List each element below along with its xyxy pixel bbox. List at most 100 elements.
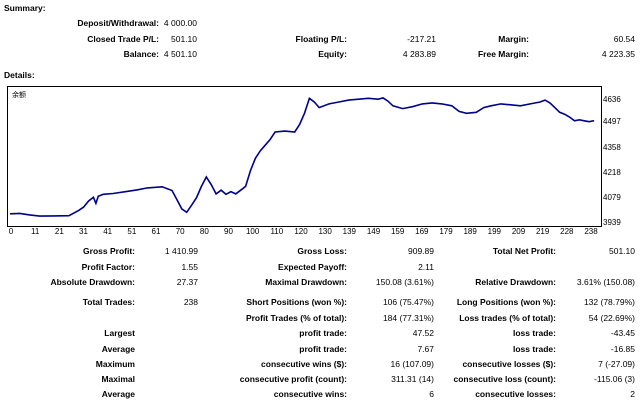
x-tick-label: 130	[318, 227, 332, 236]
gross-loss-value: 909.89	[408, 246, 434, 256]
x-tick-label: 169	[415, 227, 429, 236]
x-tick-label: 11	[31, 227, 40, 236]
y-tick-label: 3939	[603, 218, 621, 227]
closed-pl-value: 501.10	[171, 34, 197, 44]
loss-trades-value: 54 (22.69%)	[588, 313, 635, 323]
short-positions-value: 106 (75.47%)	[382, 297, 434, 307]
expected-payoff-label: Expected Payoff:	[278, 262, 347, 272]
total-trades-label: Total Trades:	[82, 297, 135, 307]
net-profit-label: Total Net Profit:	[492, 246, 556, 256]
max-consecutive-losses-value: 7 (-27.09)	[598, 359, 635, 369]
x-tick-label: 110	[270, 227, 284, 236]
avg-consecutive-wins-label: consecutive wins:	[273, 389, 347, 399]
max-consecutive-loss-label: consecutive loss (count):	[453, 374, 557, 384]
x-tick-label: 70	[175, 227, 185, 236]
avg-consecutive-losses-label: consecutive losses:	[475, 389, 556, 399]
gross-profit-value: 1 410.99	[164, 246, 198, 256]
x-tick-label: 31	[79, 227, 88, 236]
x-tick-label: 21	[54, 227, 64, 236]
x-tick-label: 228	[560, 227, 574, 236]
max-consecutive-losses-label: consecutive losses ($):	[462, 359, 556, 369]
y-tick-label: 4497	[603, 117, 621, 126]
balance-label: Balance:	[123, 49, 159, 59]
summary-title: Summary:	[4, 3, 46, 13]
max-consecutive-profit-value: 311.31 (14)	[391, 374, 434, 384]
profit-trades-label: Profit Trades (% of total):	[245, 313, 347, 323]
maximum-label: Maximum	[95, 359, 135, 369]
max-consecutive-wins-value: 16 (107.09)	[390, 359, 434, 369]
equity-value: 4 283.89	[402, 49, 436, 59]
largest-profit-value: 47.52	[412, 328, 434, 338]
free-margin-value: 4 223.35	[601, 49, 635, 59]
largest-loss-label: loss trade:	[513, 328, 556, 338]
average-profit-value: 7.67	[417, 344, 434, 354]
floating-pl-value: -217.21	[407, 34, 436, 44]
largest-profit-label: profit trade:	[299, 328, 347, 338]
gross-profit-label: Gross Profit:	[83, 246, 135, 256]
deposit-value: 4 000.00	[163, 18, 197, 28]
avg-consecutive-wins-value: 6	[429, 389, 434, 399]
average-label: Average	[101, 344, 135, 354]
maximal-drawdown-value: 150.08 (3.61%)	[375, 277, 434, 287]
profit-factor-value: 1.55	[181, 262, 198, 272]
x-tick-label: 149	[366, 227, 381, 236]
average-loss-label: loss trade:	[513, 344, 556, 354]
x-tick-label: 41	[103, 227, 113, 236]
balance-chart: 余额	[7, 86, 602, 227]
avg-consecutive-losses-value: 2	[630, 389, 635, 399]
loss-trades-label: Loss trades (% of total):	[459, 313, 556, 323]
x-tick-label: 90	[224, 227, 233, 236]
x-tick-label: 199	[487, 227, 501, 236]
short-positions-label: Short Positions (won %):	[246, 297, 347, 307]
x-tick-label: 0	[8, 227, 14, 236]
total-trades-value: 238	[183, 297, 198, 307]
long-positions-label: Long Positions (won %):	[456, 297, 556, 307]
closed-pl-label: Closed Trade P/L:	[87, 34, 159, 44]
average-consecutive-label: Average	[101, 389, 135, 399]
balance-value: 4 501.10	[163, 49, 197, 59]
max-consecutive-loss-value: -115.06 (3)	[594, 374, 635, 384]
max-consecutive-profit-label: consecutive profit (count):	[239, 374, 347, 384]
x-tick-label: 120	[294, 227, 308, 236]
x-tick-label: 238	[584, 227, 598, 236]
y-tick-label: 4218	[603, 168, 621, 177]
floating-pl-label: Floating P/L:	[295, 34, 347, 44]
x-tick-label: 80	[199, 227, 209, 236]
x-tick-label: 189	[463, 227, 477, 236]
maximal-drawdown-label: Maximal Drawdown:	[265, 277, 347, 287]
x-tick-label: 179	[439, 227, 453, 236]
x-tick-label: 219	[535, 227, 550, 236]
max-consecutive-wins-label: consecutive wins ($):	[261, 359, 347, 369]
balance-chart-svg	[9, 96, 595, 217]
y-tick-label: 4358	[603, 143, 621, 152]
margin-value: 60.54	[613, 34, 635, 44]
absolute-drawdown-value: 27.37	[176, 277, 198, 287]
chart-legend: 余额	[12, 92, 26, 99]
margin-label: Margin:	[498, 34, 529, 44]
maximal-label: Maximal	[101, 374, 135, 384]
x-tick-label: 100	[245, 227, 260, 236]
x-tick-label: 51	[127, 227, 137, 236]
x-tick-label: 61	[151, 227, 161, 236]
y-tick-label: 4636	[603, 95, 621, 104]
profit-factor-label: Profit Factor:	[81, 262, 135, 272]
balance-line	[9, 96, 595, 217]
deposit-label: Deposit/Withdrawal:	[77, 18, 159, 28]
equity-label: Equity:	[318, 49, 347, 59]
x-tick-label: 139	[342, 227, 356, 236]
net-profit-value: 501.10	[609, 246, 635, 256]
free-margin-label: Free Margin:	[477, 49, 529, 59]
average-loss-value: -16.85	[610, 344, 635, 354]
relative-drawdown-value: 3.61% (150.08)	[576, 277, 635, 287]
absolute-drawdown-label: Absolute Drawdown:	[50, 277, 135, 287]
profit-trades-value: 184 (77.31%)	[382, 313, 434, 323]
expected-payoff-value: 2.11	[418, 262, 434, 272]
gross-loss-label: Gross Loss:	[297, 246, 347, 256]
relative-drawdown-label: Relative Drawdown:	[475, 277, 556, 287]
largest-label: Largest	[104, 328, 135, 338]
long-positions-value: 132 (78.79%)	[583, 297, 635, 307]
details-title: Details:	[4, 70, 35, 80]
x-tick-label: 159	[390, 227, 405, 236]
y-tick-label: 4079	[603, 193, 621, 202]
x-tick-label: 209	[511, 227, 526, 236]
